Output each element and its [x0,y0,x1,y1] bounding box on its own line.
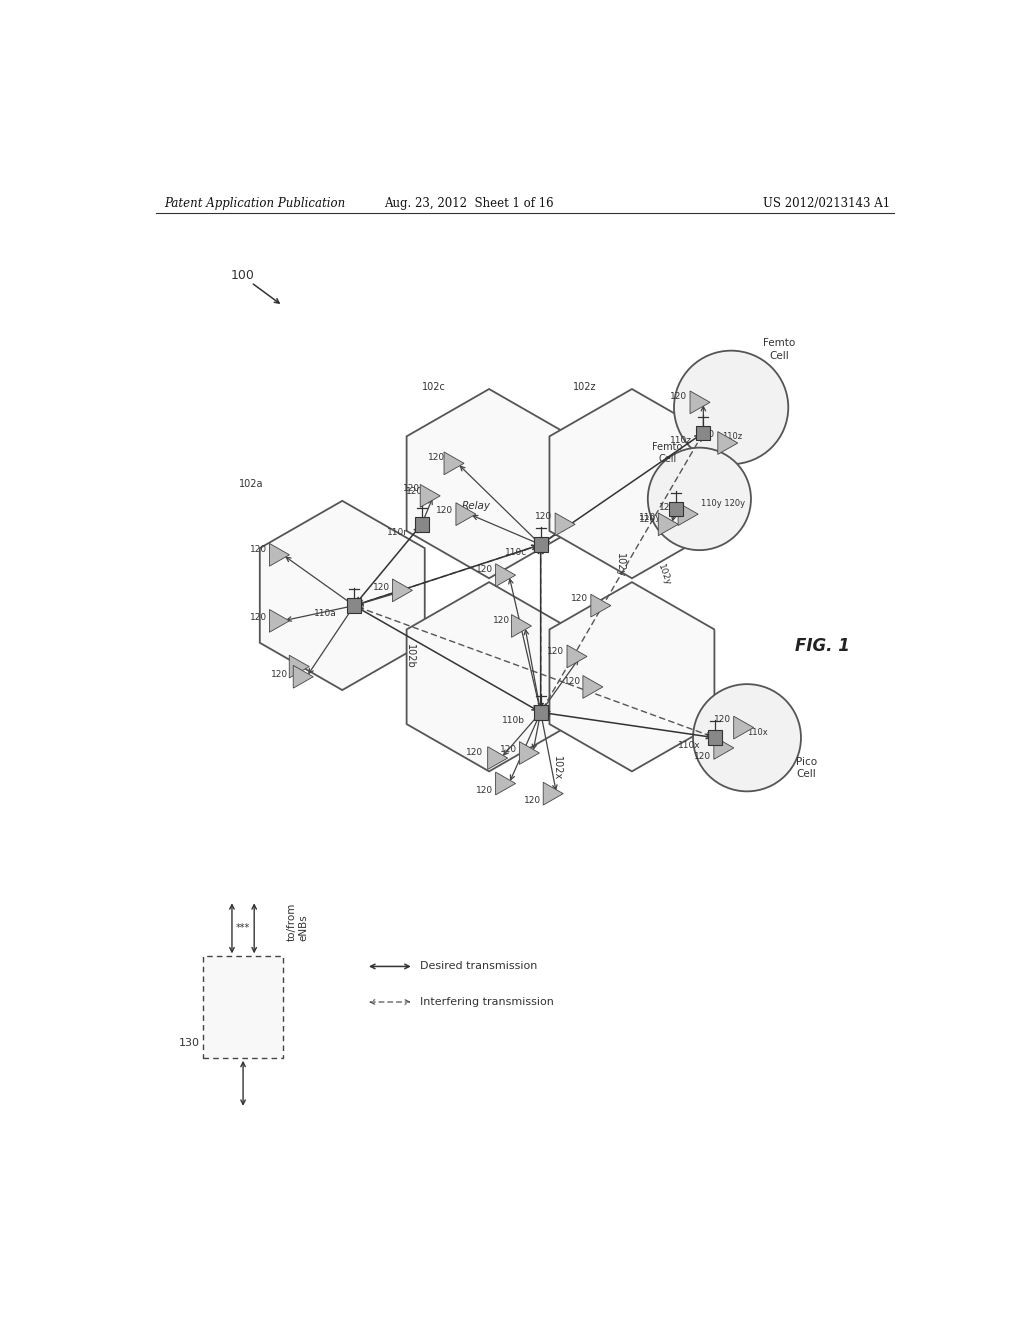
Bar [534,705,548,719]
Polygon shape [260,500,425,690]
Text: 120: 120 [250,614,267,622]
Text: 120: 120 [548,647,564,656]
Bar [669,502,683,516]
Bar [696,425,711,440]
Text: 102y: 102y [655,564,672,587]
Bar [347,598,361,612]
Polygon shape [496,564,516,586]
Text: 110x: 110x [678,742,701,750]
Text: 110z: 110z [722,433,741,441]
Text: Patent Application Publication: Patent Application Publication [164,197,345,210]
Text: 120: 120 [698,430,715,440]
Text: 120: 120 [493,616,510,626]
Text: 120: 120 [476,787,494,795]
Polygon shape [487,747,508,770]
Polygon shape [519,742,540,764]
Text: 120: 120 [564,677,582,686]
Text: 130: 130 [178,1038,200,1048]
Bar [709,730,722,744]
Text: 110y 120y: 110y 120y [701,499,745,508]
Polygon shape [420,484,440,507]
Polygon shape [718,432,738,454]
Text: FIG. 1: FIG. 1 [795,638,850,655]
Text: 120: 120 [476,565,494,573]
Polygon shape [456,503,476,525]
Text: 102c: 102c [422,381,445,392]
Polygon shape [583,676,603,698]
FancyBboxPatch shape [204,956,283,1057]
Text: 110c: 110c [505,548,527,557]
Text: ***: *** [236,923,250,933]
Ellipse shape [693,684,801,792]
Text: 100: 100 [231,269,255,281]
Text: 120: 120 [271,671,289,680]
Text: 102z: 102z [572,381,596,392]
Text: 120: 120 [500,746,517,755]
Text: 110a: 110a [314,610,337,618]
Polygon shape [567,645,587,668]
Polygon shape [733,717,754,739]
Text: 120: 120 [536,512,553,520]
Text: Femto
Cell: Femto Cell [763,338,795,360]
Text: 120: 120 [436,506,454,515]
Text: 110b: 110b [502,715,524,725]
Polygon shape [269,544,290,566]
Text: 120r: 120r [406,487,426,496]
Polygon shape [591,594,611,616]
Text: Desired transmission: Desired transmission [420,961,538,972]
Text: 102a: 102a [239,479,263,488]
Polygon shape [714,737,734,759]
Text: 102b: 102b [404,644,415,669]
Text: 110y: 110y [639,512,662,521]
Text: Femto
Cell: Femto Cell [652,442,683,465]
Polygon shape [550,389,715,578]
Text: 120: 120 [428,453,445,462]
Polygon shape [293,665,313,688]
Ellipse shape [648,447,751,550]
Text: 120: 120 [714,715,731,723]
Polygon shape [658,513,678,536]
Polygon shape [543,783,563,805]
Text: 120: 120 [466,748,483,758]
Text: 120: 120 [658,503,676,512]
Polygon shape [678,503,698,525]
Text: 120: 120 [694,751,712,760]
Text: Relay: Relay [461,502,490,511]
Text: 120: 120 [402,484,420,494]
Text: 110r: 110r [387,528,409,537]
Bar [415,517,429,532]
Text: 120: 120 [670,392,687,401]
Text: 102y: 102y [615,553,625,577]
Text: US 2012/0213143 A1: US 2012/0213143 A1 [763,197,890,210]
Polygon shape [555,513,575,536]
Polygon shape [690,391,710,413]
Text: 120: 120 [250,545,267,554]
Text: 102x: 102x [552,756,561,780]
Text: 120: 120 [373,583,390,591]
Text: 120: 120 [523,796,541,805]
Polygon shape [550,582,715,771]
Polygon shape [269,610,290,632]
Text: to/from
eNBs: to/from eNBs [287,903,308,941]
Ellipse shape [674,351,788,465]
Text: Network
Controller: Network Controller [214,993,272,1022]
Polygon shape [496,772,516,795]
Polygon shape [407,389,571,578]
Text: 110x: 110x [748,729,768,737]
Polygon shape [407,582,571,771]
Text: 120: 120 [571,594,588,603]
Text: 110z: 110z [670,437,691,445]
Bar [534,537,548,552]
Text: Aug. 23, 2012  Sheet 1 of 16: Aug. 23, 2012 Sheet 1 of 16 [384,197,554,210]
Polygon shape [289,655,309,678]
Polygon shape [511,615,531,638]
Text: 120: 120 [639,515,655,524]
Polygon shape [444,451,464,475]
Polygon shape [392,579,413,602]
Text: Pico
Cell: Pico Cell [796,758,817,779]
Text: Interfering transmission: Interfering transmission [420,997,554,1007]
